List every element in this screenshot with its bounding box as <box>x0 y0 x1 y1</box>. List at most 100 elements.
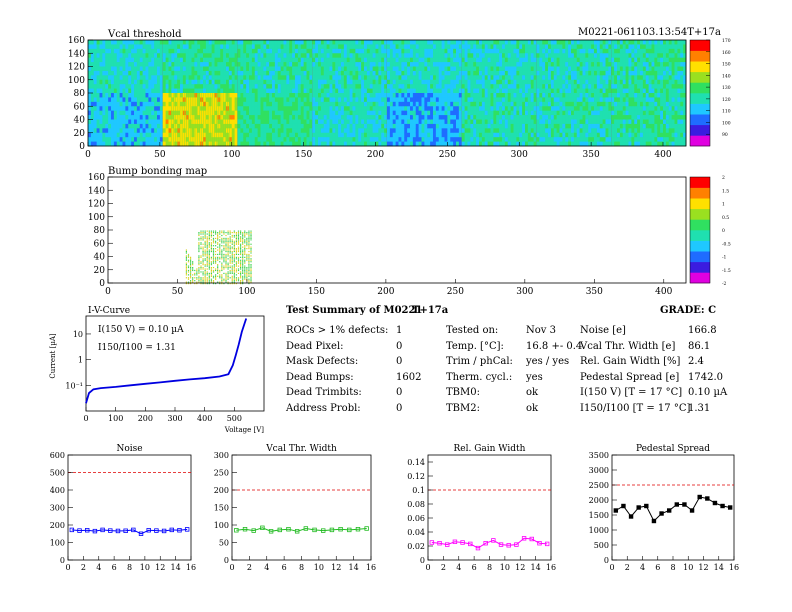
heatmap-cell <box>499 79 503 85</box>
heatmap-cell <box>430 97 434 103</box>
heatmap-cell <box>214 70 218 76</box>
heatmap-cell <box>369 119 374 125</box>
heatmap-cell <box>539 137 543 142</box>
heatmap-cell <box>231 75 236 81</box>
heatmap-cell <box>168 79 172 85</box>
heatmap-cell <box>435 66 440 72</box>
heatmap-cell <box>608 123 612 129</box>
heatmap-cell <box>433 53 437 59</box>
heatmap-cell <box>154 48 158 54</box>
heatmap-cell <box>507 97 512 103</box>
heatmap-cell <box>341 110 345 116</box>
heatmap-cell <box>637 128 641 134</box>
heatmap-cell <box>148 137 152 142</box>
heatmap-cell <box>128 70 132 76</box>
heatmap-cell <box>185 110 190 116</box>
heatmap-cell <box>683 93 687 98</box>
heatmap-cell <box>473 53 477 59</box>
heatmap-cell <box>513 53 517 59</box>
heatmap-cell <box>602 84 606 89</box>
heatmap-cell <box>519 75 523 81</box>
heatmap-cell <box>315 110 319 116</box>
heatmap-cell <box>594 115 598 120</box>
heatmap-cell <box>88 79 92 85</box>
heatmap-cell <box>510 70 514 76</box>
heatmap-cell <box>625 119 629 125</box>
heatmap-cell <box>642 70 647 76</box>
heatmap-cell <box>576 66 581 72</box>
heatmap-cell <box>438 53 443 59</box>
heatmap-cell <box>648 79 652 85</box>
heatmap-cell <box>96 53 100 59</box>
heatmap-cell <box>171 123 175 129</box>
heatmap-cell <box>680 110 684 116</box>
heatmap-cell <box>404 97 408 103</box>
heatmap-cell <box>640 44 644 50</box>
heatmap-cell <box>648 97 652 103</box>
heatmap-cell <box>622 70 627 76</box>
heatmap-cell <box>421 66 425 72</box>
heatmap-cell <box>343 101 348 107</box>
heatmap-cell <box>602 79 606 85</box>
heatmap-cell <box>318 88 322 94</box>
heatmap-cell <box>640 137 644 142</box>
heatmap-cell <box>315 119 319 125</box>
heatmap-cell <box>286 97 290 103</box>
heatmap-cell <box>530 132 535 138</box>
heatmap-cell <box>395 44 399 50</box>
heatmap-cell <box>341 48 345 54</box>
heatmap-cell <box>251 132 256 138</box>
heatmap-cell <box>481 79 486 85</box>
heatmap-cell <box>312 93 316 98</box>
heatmap-cell <box>254 101 259 107</box>
heatmap-cell <box>625 40 629 45</box>
heatmap-cell <box>640 62 644 67</box>
heatmap-cell <box>102 40 106 45</box>
heatmap-cell <box>358 97 362 103</box>
heatmap-cell <box>208 84 213 89</box>
heatmap-cell <box>274 84 279 89</box>
heatmap-cell <box>292 70 296 76</box>
heatmap-cell <box>550 123 555 129</box>
heatmap-cell <box>280 115 284 120</box>
heatmap-cell <box>392 128 397 134</box>
heatmap-cell <box>651 75 655 81</box>
heatmap-cell <box>559 119 563 125</box>
heatmap-cell <box>277 88 282 94</box>
heatmap-cell <box>605 44 609 50</box>
heatmap-cell <box>220 53 224 59</box>
heatmap-cell <box>387 88 391 94</box>
heatmap-cell <box>162 115 167 120</box>
heatmap-cell <box>355 75 359 81</box>
heatmap-cell <box>395 88 399 94</box>
heatmap-cell <box>243 123 247 129</box>
heatmap-cell <box>122 106 126 112</box>
heatmap-cell <box>559 93 563 98</box>
heatmap-cell <box>243 93 247 98</box>
heatmap-cell <box>272 115 276 120</box>
heatmap-cell <box>458 115 463 120</box>
heatmap-cell <box>640 57 644 63</box>
heatmap-cell <box>562 84 566 89</box>
heatmap-cell <box>585 75 589 81</box>
heatmap-cell <box>372 119 376 125</box>
heatmap-cell <box>536 53 540 59</box>
heatmap-cell <box>677 101 681 107</box>
heatmap-cell <box>473 75 477 81</box>
heatmap-cell <box>398 123 402 129</box>
heatmap-cell <box>375 97 379 103</box>
heatmap-cell <box>576 101 581 107</box>
heatmap-cell <box>674 62 678 67</box>
heatmap-cell <box>668 137 673 142</box>
heatmap-cell <box>338 79 342 85</box>
heatmap-cell <box>364 106 368 112</box>
heatmap-cell <box>269 137 273 142</box>
heatmap-cell <box>648 101 652 107</box>
heatmap-cell <box>499 75 503 81</box>
heatmap-cell <box>289 44 293 50</box>
heatmap-cell <box>631 62 635 67</box>
heatmap-cell <box>312 132 316 138</box>
heatmap-cell <box>99 106 103 112</box>
heatmap-cell <box>309 62 313 67</box>
heatmap-cell <box>591 44 595 50</box>
